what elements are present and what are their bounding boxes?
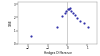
Point	[83, 23, 85, 24]
Point	[79, 20, 81, 21]
Point	[72, 13, 74, 14]
Point	[62, 16, 63, 17]
Point	[70, 10, 72, 11]
Point	[56, 26, 57, 27]
X-axis label: Hedges Difference: Hedges Difference	[44, 51, 72, 55]
Point	[64, 13, 66, 14]
Point	[74, 15, 76, 16]
Y-axis label: 1/SE: 1/SE	[8, 19, 12, 26]
Point	[76, 18, 78, 19]
Point	[68, 8, 70, 9]
Point	[67, 9, 69, 10]
Point	[30, 36, 32, 37]
Point	[87, 26, 89, 27]
Point	[66, 10, 67, 11]
